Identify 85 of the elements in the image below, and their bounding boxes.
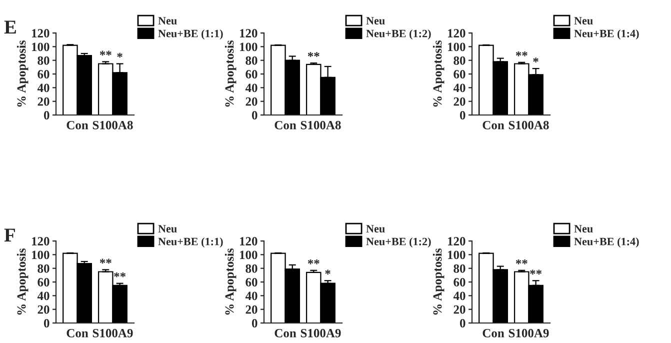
y-tick-label: 0: [252, 319, 258, 328]
text: F: [4, 228, 15, 242]
x-tick-label: Con: [274, 120, 296, 130]
y-tick-label: 20: [38, 97, 50, 106]
x-tick-label: Con: [482, 328, 504, 338]
legend-label: Neu+BE (1:1): [158, 29, 223, 40]
annotation: **: [308, 259, 320, 264]
y-tick-label: 20: [38, 305, 50, 314]
x-tick-label: S100A9: [300, 328, 341, 338]
y-tick-label: 60: [38, 70, 50, 78]
annotation: *: [533, 58, 538, 62]
y-tick-label: 60: [38, 278, 50, 286]
legend-label: Neu: [366, 225, 385, 233]
y-tick-label: 80: [246, 56, 258, 65]
y-tick-label: 40: [245, 292, 258, 300]
annotation: *: [325, 270, 330, 274]
legend-label: Neu: [574, 225, 593, 233]
x-tick-label: S100A8: [300, 120, 341, 130]
y-axis-title: % Apoptosis: [16, 40, 28, 107]
legend-label: Neu+BE (1:4): [574, 237, 639, 248]
y-axis-title: % Apoptosis: [224, 248, 236, 315]
annotation: **: [100, 50, 112, 56]
y-tick-label: 120: [32, 237, 50, 246]
y-tick-label: 20: [246, 97, 258, 106]
y-tick-label: 0: [44, 319, 50, 328]
y-tick-label: 100: [448, 42, 466, 52]
y-tick-label: 80: [454, 56, 466, 65]
legend-label: Neu+BE (1:2): [366, 29, 431, 40]
annotation: **: [100, 258, 112, 264]
y-tick-label: 60: [454, 278, 466, 286]
y-tick-label: 60: [246, 278, 258, 286]
y-tick-label: 0: [460, 111, 466, 120]
y-tick-label: 100: [240, 250, 258, 260]
y-tick-label: 120: [240, 29, 258, 38]
y-tick-label: 60: [454, 70, 466, 78]
text: E: [4, 20, 16, 34]
x-tick-label: S100A9: [92, 328, 133, 338]
y-tick-label: 80: [454, 264, 466, 273]
y-tick-label: 40: [453, 84, 466, 92]
legend-label: Neu+BE (1:2): [366, 237, 431, 248]
x-tick-label: Con: [66, 120, 88, 130]
y-tick-label: 40: [37, 292, 50, 300]
y-tick-label: 120: [448, 29, 466, 38]
x-tick-label: Con: [274, 328, 296, 338]
annotation: **: [114, 272, 126, 278]
legend-label: Neu+BE (1:1): [158, 237, 223, 248]
y-tick-label: 0: [252, 111, 258, 120]
y-tick-label: 20: [454, 97, 466, 106]
y-tick-label: 120: [32, 29, 50, 38]
y-tick-label: 100: [32, 42, 50, 52]
y-axis-title: % Apoptosis: [224, 40, 236, 107]
legend-label: Neu: [366, 17, 385, 25]
y-tick-label: 100: [448, 250, 466, 260]
y-tick-label: 60: [246, 70, 258, 78]
x-tick-label: S100A8: [508, 120, 549, 130]
y-tick-label: 20: [454, 305, 466, 314]
y-axis-title: % Apoptosis: [432, 40, 444, 107]
y-axis-title: % Apoptosis: [432, 248, 444, 315]
y-tick-label: 0: [460, 319, 466, 328]
y-tick-label: 40: [453, 292, 466, 300]
y-tick-label: 80: [38, 264, 50, 273]
x-tick-label: S100A9: [508, 328, 549, 338]
y-axis-title: % Apoptosis: [16, 248, 28, 315]
legend-label: Neu: [158, 17, 177, 25]
y-tick-label: 100: [32, 250, 50, 260]
annotation: **: [308, 52, 320, 57]
y-tick-label: 120: [240, 237, 258, 246]
y-tick-label: 20: [246, 305, 258, 314]
x-tick-label: Con: [66, 328, 88, 338]
y-tick-label: 120: [448, 237, 466, 246]
legend-label: Neu: [574, 17, 593, 25]
annotation: **: [516, 51, 528, 56]
x-tick-label: Con: [482, 120, 504, 130]
y-tick-label: 100: [240, 42, 258, 52]
annotation: **: [516, 259, 528, 264]
y-tick-label: 80: [38, 56, 50, 65]
y-tick-label: 40: [245, 84, 258, 92]
x-tick-label: S100A8: [92, 120, 133, 130]
y-tick-label: 40: [37, 84, 50, 92]
y-tick-label: 0: [44, 111, 50, 120]
legend-label: Neu: [158, 225, 177, 233]
annotation: **: [530, 270, 542, 274]
legend-label: Neu+BE (1:4): [574, 29, 639, 40]
annotation: *: [117, 52, 122, 58]
y-tick-label: 80: [246, 264, 258, 273]
